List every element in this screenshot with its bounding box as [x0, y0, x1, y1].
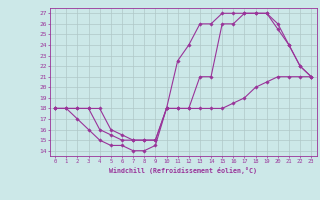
X-axis label: Windchill (Refroidissement éolien,°C): Windchill (Refroidissement éolien,°C)	[109, 167, 257, 174]
